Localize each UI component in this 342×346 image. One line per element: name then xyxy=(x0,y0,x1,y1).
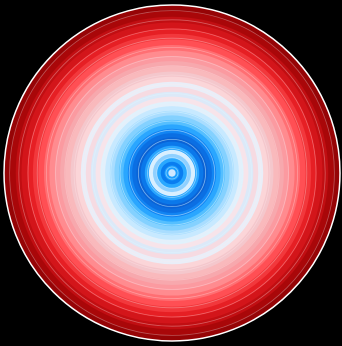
rings-group xyxy=(4,5,340,341)
highlight-ring-2 xyxy=(147,148,197,198)
highlight-ring-17 xyxy=(9,10,335,336)
highlight-ring-15 xyxy=(27,28,317,318)
highlight-ring-8 xyxy=(92,93,252,253)
highlight-ring-7 xyxy=(101,102,243,244)
highlight-ring-13 xyxy=(46,47,298,299)
highlight-ring-11 xyxy=(64,65,280,281)
highlight-ring-0 xyxy=(165,166,179,180)
highlight-ring-3 xyxy=(137,138,206,207)
highlight-ring-6 xyxy=(110,111,234,235)
highlight-ring-9 xyxy=(82,83,262,263)
highlight-ring-12 xyxy=(55,56,289,290)
highlight-ring-4 xyxy=(128,129,216,217)
highlight-ring-16 xyxy=(18,19,326,327)
disk-outline xyxy=(3,4,341,342)
ring-0 xyxy=(168,169,176,177)
highlight-ring-5 xyxy=(119,120,225,226)
highlight-ring-1 xyxy=(156,157,188,189)
highlight-ring-14 xyxy=(36,37,308,309)
highlight-ring-10 xyxy=(73,74,271,272)
